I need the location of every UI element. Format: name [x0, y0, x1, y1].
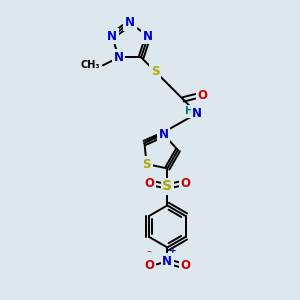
Text: CH₃: CH₃: [80, 60, 100, 70]
Text: O: O: [197, 89, 207, 102]
Text: +: +: [169, 246, 176, 255]
Text: ⁻: ⁻: [147, 249, 152, 260]
Text: N: N: [125, 16, 135, 29]
Text: N: N: [159, 128, 169, 141]
Text: S: S: [151, 65, 159, 78]
Text: H: H: [185, 106, 194, 116]
Text: O: O: [144, 259, 154, 272]
Text: S: S: [142, 158, 151, 170]
Text: N: N: [192, 107, 202, 120]
Text: O: O: [180, 259, 190, 272]
Text: N: N: [143, 30, 153, 43]
Text: S: S: [162, 179, 172, 194]
Text: N: N: [162, 255, 172, 268]
Text: N: N: [114, 51, 124, 64]
Text: O: O: [144, 177, 154, 190]
Text: N: N: [107, 30, 117, 43]
Text: O: O: [180, 177, 190, 190]
